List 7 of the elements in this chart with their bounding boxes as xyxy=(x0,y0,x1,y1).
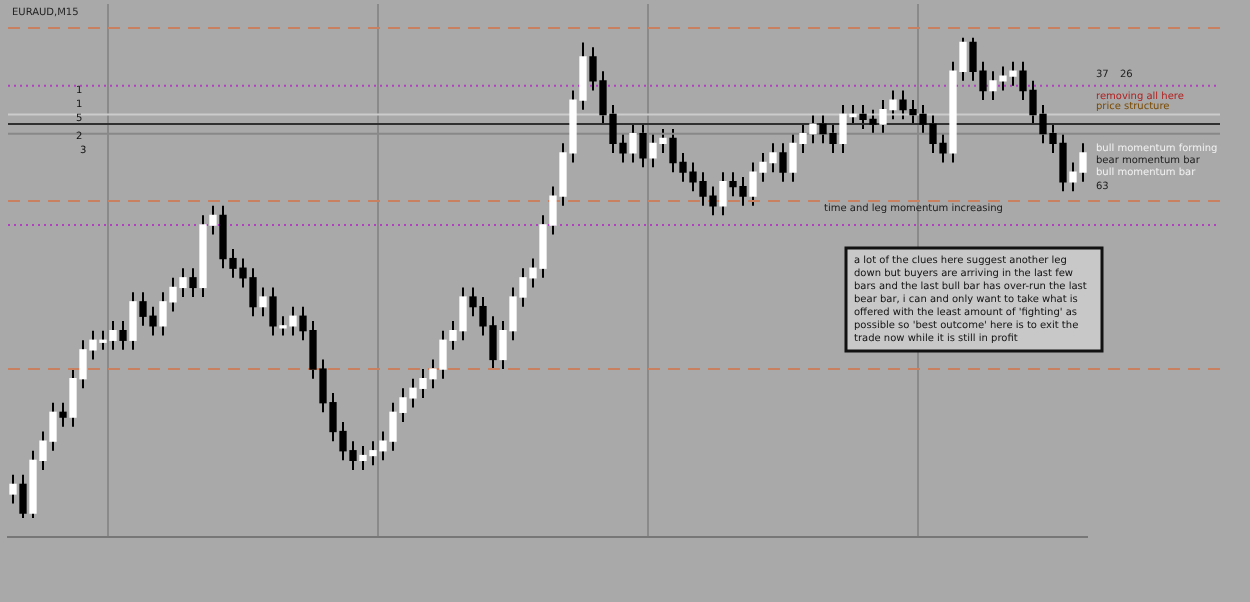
candlestick xyxy=(189,267,197,299)
candlestick xyxy=(119,320,127,351)
candlestick xyxy=(779,142,787,183)
candlestick xyxy=(269,286,277,337)
candlestick xyxy=(639,123,647,169)
candlestick xyxy=(19,473,27,519)
candlestick xyxy=(59,401,67,428)
